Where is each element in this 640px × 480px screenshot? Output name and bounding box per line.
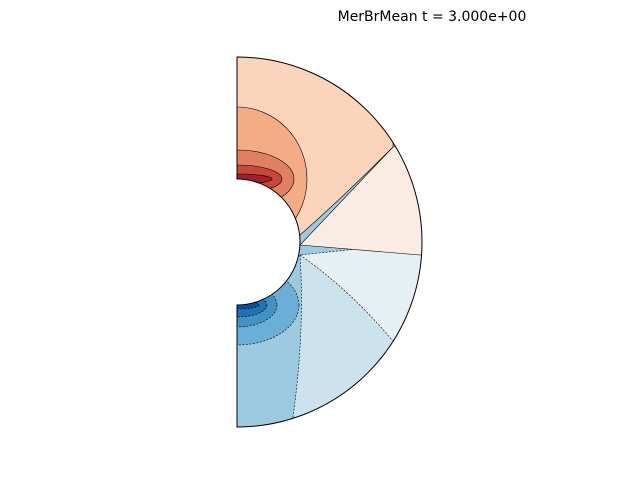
contour-field — [237, 57, 422, 427]
chart-title: MerBrMean t = 3.000e+00 — [338, 9, 527, 25]
domain-outline — [236, 56, 423, 428]
